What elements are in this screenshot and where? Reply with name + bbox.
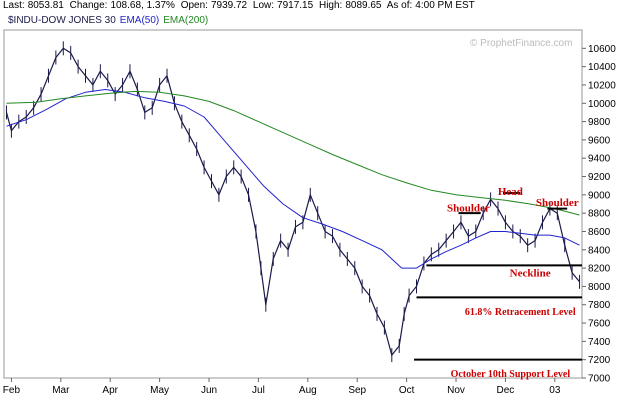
open-label: Open:	[180, 0, 208, 11]
x-tick-label: Sep	[348, 385, 366, 396]
annotation-label: 61.8% Retracement Level	[465, 307, 576, 318]
plot-frame	[3, 29, 583, 379]
x-tick-label: May	[150, 385, 169, 396]
y-tick-label: 8600	[588, 227, 611, 238]
y-tick-label: 9000	[588, 190, 611, 201]
price-series	[5, 41, 581, 363]
x-tick-label: Jul	[252, 385, 265, 396]
y-tick-label: 7400	[588, 337, 611, 348]
y-tick-label: 10000	[588, 99, 616, 110]
y-tick-label: 8800	[588, 209, 611, 220]
annotation-label: October 10th Support Level	[451, 369, 571, 380]
x-tick-label: 03	[549, 385, 561, 396]
y-tick-label: 9200	[588, 172, 611, 183]
chart-legend: $INDU-DOW JONES 30 EMA(50) EMA(200)	[8, 15, 212, 26]
annotation-label: Shoulder	[536, 197, 579, 209]
x-tick-label: Feb	[3, 385, 21, 396]
y-tick-label: 8200	[588, 264, 611, 275]
change-label: Change:	[69, 0, 108, 11]
watermark: © ProphetFinance.com	[470, 38, 572, 49]
low-label: Low:	[252, 0, 275, 11]
change-value: 108.68, 1.37%	[110, 0, 175, 11]
quote-header: Last: 8053.81 Change: 108.68, 1.37% Open: 7…	[3, 0, 615, 14]
annotation-label: Neckline	[510, 267, 551, 279]
y-tick-label: 9600	[588, 135, 611, 146]
y-tick-label: 9800	[588, 117, 611, 128]
legend-ema200: EMA(200)	[163, 15, 209, 26]
y-tick-label: 10400	[588, 62, 616, 73]
annotation-lines	[414, 192, 582, 361]
y-tick-label: 7200	[588, 355, 611, 366]
y-tick-label: 9400	[588, 154, 611, 165]
high-label: High:	[318, 0, 343, 11]
open-value: 7939.72	[210, 0, 248, 11]
y-tick-label: 7800	[588, 300, 611, 311]
series-line-ema50	[6, 89, 580, 269]
y-tick-label: 8400	[588, 245, 611, 256]
ema-series	[6, 89, 580, 269]
y-tick-label: 10200	[588, 80, 616, 91]
legend-ema50: EMA(50)	[119, 15, 160, 26]
x-tick-label: Jun	[201, 385, 217, 396]
series-line-ema200	[6, 90, 580, 216]
x-tick-label: Dec	[497, 385, 515, 396]
low-value: 7917.15	[277, 0, 314, 11]
asof-value: 4:00 PM EST	[415, 0, 475, 11]
x-tick-label: Oct	[399, 385, 415, 396]
y-tick-label: 7000	[588, 374, 611, 385]
x-tick-label: Nov	[447, 385, 465, 396]
y-axis: 7000 7200 7400 7600 7800 8000 8200 8400 8600 8800…	[582, 44, 616, 385]
annotation-labels: Head Shoulder Shoulder Neckline 61.8% Retrac…	[447, 186, 579, 380]
y-tick-label: 7600	[588, 319, 611, 330]
asof-label: As of:	[386, 0, 413, 11]
series-line-price	[5, 47, 580, 356]
y-tick-label: 10600	[588, 44, 616, 55]
last-label: Last:	[3, 0, 25, 11]
x-axis: Feb Mar Apr May Jun Jul Aug Sep Oct Nov Dec 03	[3, 378, 561, 396]
legend-symbol: $INDU-DOW JONES 30	[8, 15, 116, 26]
annotation-label: Head	[498, 186, 523, 198]
x-tick-label: Mar	[52, 385, 70, 396]
last-value: 8053.81	[27, 0, 64, 11]
x-tick-label: Apr	[102, 385, 118, 396]
y-tick-label: 8000	[588, 282, 611, 293]
x-tick-label: Aug	[299, 385, 317, 396]
high-value: 8089.65	[345, 0, 382, 11]
annotation-label: Shoulder	[447, 202, 490, 214]
